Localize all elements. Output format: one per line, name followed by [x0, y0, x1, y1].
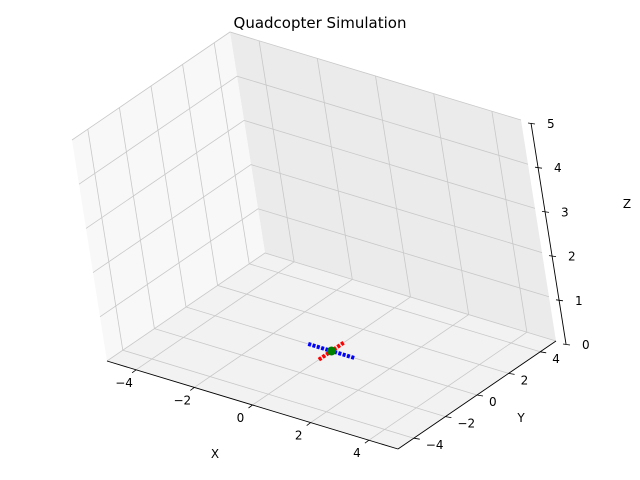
- y-tick: [413, 437, 420, 440]
- x-axis-title: X: [211, 447, 219, 461]
- x-tick-label: 2: [295, 429, 303, 443]
- grid-line-z: [92, 164, 543, 273]
- z-tick: [534, 166, 543, 169]
- grid-line-z: [85, 119, 536, 229]
- center-point: [327, 346, 336, 356]
- y-tick: [540, 351, 547, 354]
- x-tick-label: −2: [173, 393, 191, 407]
- grid-line-z: [106, 252, 557, 362]
- z-tick: [548, 255, 557, 257]
- z-tick-label: 5: [547, 117, 555, 131]
- x-tick-label: 4: [353, 446, 361, 460]
- tick-labels: −4 −2 0 2 4 −4 −2 0 2 4 0 1 2 3 4 5 X Y Z: [115, 117, 631, 461]
- y-axis-title: Y: [516, 411, 525, 425]
- x-tick-label: 0: [237, 411, 245, 425]
- z-tick-label: 1: [575, 294, 583, 308]
- x-tick: [190, 387, 195, 391]
- z-tick: [562, 343, 571, 346]
- y-tick-label: 4: [552, 352, 560, 366]
- z-tick: [527, 122, 536, 125]
- x-tick: [248, 404, 253, 409]
- z-axis-title: Z: [623, 197, 631, 211]
- x-tick: [131, 369, 137, 374]
- y-tick: [508, 373, 515, 375]
- z-tick-label: 2: [568, 250, 576, 264]
- y-tick: [476, 394, 484, 397]
- x-tick: [306, 422, 311, 426]
- grid-line-z: [99, 208, 550, 318]
- z-tick-label: 0: [582, 338, 590, 352]
- grid-lines: [71, 31, 557, 441]
- chart-title: Quadcopter Simulation: [233, 14, 407, 32]
- grid-line-z: [71, 31, 522, 141]
- z-axis-line: [530, 122, 567, 345]
- z-tick-label: 3: [561, 205, 569, 219]
- axis-panes: [72, 32, 556, 449]
- y-tick-label: −4: [426, 438, 444, 452]
- x-tick: [364, 439, 370, 444]
- y-tick-label: 0: [489, 395, 497, 409]
- y-tick-label: 2: [521, 373, 529, 387]
- x-tick-label: −4: [115, 376, 133, 390]
- y-tick-label: −2: [457, 417, 475, 431]
- quadcopter-marks: [307, 340, 356, 362]
- y-tick: [445, 416, 452, 418]
- z-tick-label: 4: [554, 161, 562, 175]
- z-tick: [541, 211, 550, 213]
- z-tick: [555, 299, 564, 302]
- grid-line-z: [78, 75, 529, 185]
